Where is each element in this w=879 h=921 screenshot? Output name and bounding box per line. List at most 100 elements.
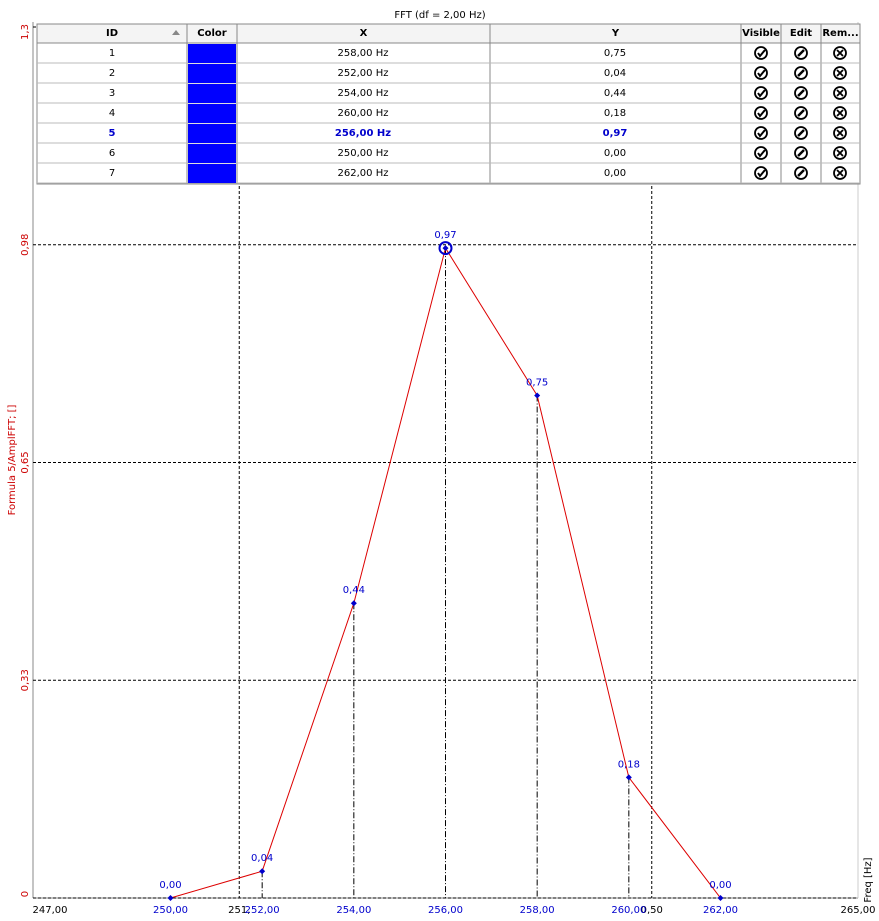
edit-icon[interactable] [794, 126, 808, 140]
x-point-label: 252,00 [245, 905, 280, 916]
x-point-label: 260,00 [611, 905, 646, 916]
edit-icon[interactable] [794, 146, 808, 160]
cell-id: 2 [109, 68, 115, 79]
x-axis-label: Freq [Hz] [863, 857, 874, 902]
cell-y: 0,00 [604, 168, 626, 179]
visible-icon[interactable] [754, 166, 768, 180]
remove-icon[interactable] [833, 106, 847, 120]
remove-icon[interactable] [833, 166, 847, 180]
color-swatch [188, 164, 236, 183]
cell-id: 5 [109, 128, 116, 139]
chart-title: FFT (df = 2,00 Hz) [394, 10, 485, 21]
table: ID Color X Y Visible Edit Rem... 1 258,00 Hz 0,75… [36, 23, 861, 185]
point [717, 895, 724, 901]
data-label: 0,18 [618, 759, 640, 770]
x-point-label: 258,00 [520, 905, 555, 916]
check [757, 69, 766, 78]
edit-icon[interactable] [794, 166, 808, 180]
color-swatch [188, 124, 236, 143]
data-label: 0,97 [434, 230, 456, 241]
y-tick-label: 0,65 [20, 451, 31, 473]
x-point-label: 254,00 [336, 905, 371, 916]
pencil [797, 149, 805, 157]
x-tick-label: 247,00 [33, 905, 68, 916]
remove-icon[interactable] [833, 86, 847, 100]
visible-icon[interactable] [754, 126, 768, 140]
color-swatch [188, 44, 236, 63]
check [757, 109, 766, 118]
column-header: Edit [790, 28, 812, 39]
cell-y: 0,97 [603, 128, 628, 139]
point [259, 868, 266, 875]
cross [836, 149, 844, 157]
table-bg [36, 23, 861, 185]
data-label: 0,44 [343, 585, 365, 596]
visible-icon[interactable] [754, 106, 768, 120]
y-tick-label: 0,98 [20, 234, 31, 256]
cell-id: 7 [109, 168, 115, 179]
point [625, 774, 632, 781]
edit-icon[interactable] [794, 46, 808, 60]
remove-icon[interactable] [833, 146, 847, 160]
cell-id: 1 [109, 48, 115, 59]
remove-icon[interactable] [833, 126, 847, 140]
point [534, 392, 541, 399]
visible-icon[interactable] [754, 46, 768, 60]
column-header: Visible [742, 28, 780, 39]
check [757, 149, 766, 158]
edit-icon[interactable] [794, 66, 808, 80]
data-label: 0,04 [251, 853, 273, 864]
visible-icon[interactable] [754, 146, 768, 160]
column-header: X [360, 28, 368, 39]
x-tick-label: 251, [228, 905, 250, 916]
edit-icon[interactable] [794, 106, 808, 120]
x-point-label: 250,00 [153, 905, 188, 916]
check [757, 169, 766, 178]
data-label: 0,00 [159, 880, 181, 891]
cell-y: 0,18 [604, 108, 626, 119]
cell-x: 260,00 Hz [338, 108, 389, 119]
check [757, 129, 766, 138]
y-axis-label: Formula 5/AmplFFT; [] [7, 404, 18, 515]
point [442, 245, 449, 252]
cell-x: 254,00 Hz [338, 88, 389, 99]
pencil [797, 69, 805, 77]
cell-id: 6 [109, 148, 115, 159]
y-tick-label: 0 [20, 891, 31, 897]
cross [836, 129, 844, 137]
cell-id: 4 [109, 108, 115, 119]
edit-icon[interactable] [794, 86, 808, 100]
visible-icon[interactable] [754, 86, 768, 100]
cell-x: 256,00 Hz [335, 128, 391, 139]
cross [836, 109, 844, 117]
x-point-label: 262,00 [703, 905, 738, 916]
visible-icon[interactable] [754, 66, 768, 80]
y-tick-label: 1,3 [20, 24, 31, 40]
x-point-label: 256,00 [428, 905, 463, 916]
sort-arrow [172, 30, 180, 35]
pencil [797, 109, 805, 117]
pencil [797, 89, 805, 97]
cross [836, 49, 844, 57]
cell-y: 0,04 [604, 68, 626, 79]
column-header: ID [106, 28, 118, 39]
check [757, 89, 766, 98]
cell-y: 0,75 [604, 48, 626, 59]
x-tick-label: 0,50 [641, 905, 663, 916]
column-header: Color [197, 28, 227, 39]
check [757, 49, 766, 58]
cell-x: 250,00 Hz [338, 148, 389, 159]
column-header: Y [611, 28, 620, 39]
cell-y: 0,44 [604, 88, 626, 99]
color-swatch [188, 84, 236, 103]
cell-x: 262,00 Hz [338, 168, 389, 179]
cross [836, 169, 844, 177]
cross [836, 69, 844, 77]
column-header: Rem... [822, 28, 858, 39]
remove-icon[interactable] [833, 66, 847, 80]
table-header-bg [36, 23, 861, 44]
point [350, 600, 357, 607]
remove-icon[interactable] [833, 46, 847, 60]
y-tick-label: 0,33 [20, 669, 31, 691]
cross [836, 89, 844, 97]
